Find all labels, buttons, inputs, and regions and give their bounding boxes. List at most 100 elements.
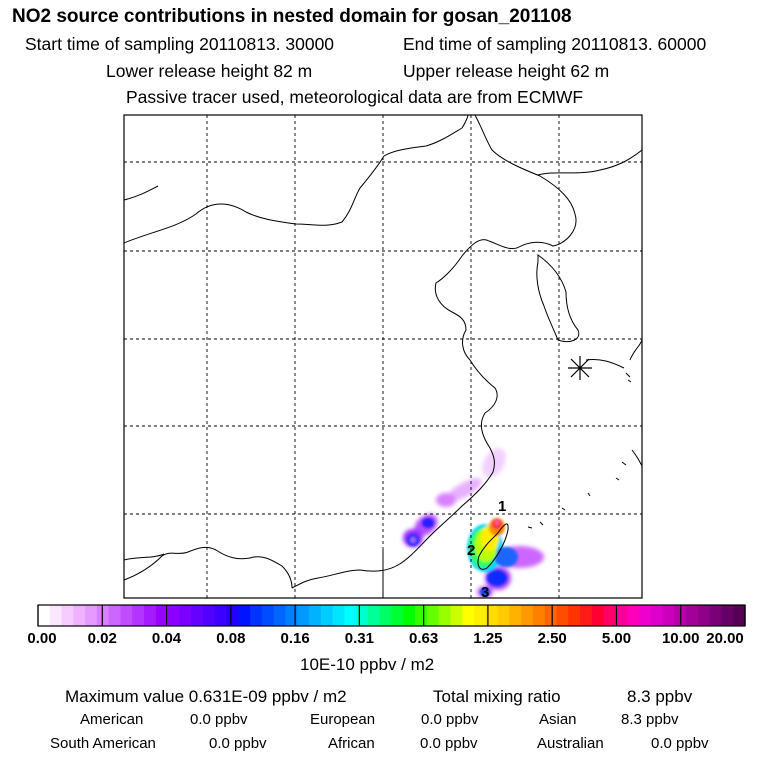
- colorbar-cell: [426, 605, 440, 626]
- colorbar-ticks: [37, 605, 746, 626]
- region-south-american-name: South American: [50, 735, 156, 752]
- colorbar-cell: [356, 605, 369, 626]
- colorbar-cell: [344, 605, 357, 626]
- tracer-info-label: Passive tracer used, meteorological data…: [126, 87, 584, 107]
- colorbar-cell: [285, 605, 298, 626]
- lower-height-label: Lower release height 82 m: [106, 61, 313, 81]
- region-european-value: 0.0 ppbv: [421, 711, 479, 728]
- region-australian-name: Australian: [537, 735, 604, 752]
- colorbar-cell: [379, 605, 393, 626]
- region-asian-name: Asian: [539, 711, 577, 728]
- receptor-asterisk-icon: [568, 356, 592, 380]
- colorbar-cell: [332, 605, 345, 626]
- colorbar-label: 2.50: [537, 630, 567, 647]
- colorbar-label: 0.16: [280, 630, 310, 647]
- colorbar-cell: [556, 605, 569, 626]
- colorbar-cell: [438, 605, 452, 626]
- max-value-label: Maximum value 0.631E-09 ppbv / m2: [65, 687, 347, 706]
- plot-title: NO2 source contributions in nested domai…: [12, 6, 572, 27]
- region-australian-value: 0.0 ppbv: [651, 735, 709, 752]
- colorbar-cell: [532, 605, 546, 626]
- colorbar-cell: [603, 605, 616, 626]
- colorbar-label: 1.25: [473, 630, 503, 647]
- colorbar-cell: [226, 605, 239, 626]
- map-frame: [123, 114, 643, 599]
- colorbar-label: 5.00: [601, 630, 632, 647]
- colorbar-label: 0.08: [216, 630, 246, 647]
- start-time-label: Start time of sampling 20110813. 30000: [25, 34, 335, 54]
- colorbar-cell: [49, 605, 63, 626]
- colorbar-cell: [391, 605, 404, 626]
- coastlines: [124, 115, 642, 598]
- colorbar-cell: [167, 605, 180, 626]
- colorbar-cell: [250, 605, 263, 626]
- colorbar-cell: [591, 605, 605, 626]
- colorbar-cell: [497, 605, 510, 626]
- colorbar-cell: [462, 605, 475, 626]
- region-asian-value: 8.3 ppbv: [621, 711, 679, 728]
- region-south-american-value: 0.0 ppbv: [209, 735, 267, 752]
- colorbar-cell: [61, 605, 74, 626]
- colorbar-cell: [709, 605, 723, 626]
- colorbar-cell: [450, 605, 463, 626]
- source-label-2: 2: [467, 542, 475, 559]
- colorbar-cell: [697, 605, 711, 626]
- colorbar-cell: [627, 605, 640, 626]
- total-mixing-label: Total mixing ratio: [433, 687, 561, 706]
- colorbar-label: 0.04: [151, 630, 182, 647]
- upper-height-label: Upper release height 62 m: [403, 61, 610, 81]
- colorbar-cell: [415, 605, 428, 626]
- region-european-name: European: [310, 711, 376, 728]
- region-african-value: 0.0 ppbv: [420, 735, 478, 752]
- colorbar-cell: [309, 605, 322, 626]
- colorbar-cell: [202, 605, 216, 626]
- source-label-3: 3: [481, 584, 489, 601]
- colorbar-label: 0.02: [87, 630, 117, 647]
- colorbar-cell: [238, 605, 251, 626]
- colorbar-cell: [214, 605, 228, 626]
- colorbar-cell: [85, 605, 98, 626]
- map-area: [124, 115, 642, 598]
- colorbar-cell: [686, 605, 699, 626]
- colorbar-cell: [155, 605, 169, 626]
- colorbar-cell: [485, 605, 499, 626]
- colorbar-label: 0.00: [27, 630, 57, 647]
- source-label-1: 1: [498, 498, 506, 515]
- colorbar-cell: [521, 605, 534, 626]
- colorbar-cell: [144, 605, 157, 626]
- colorbar-label: 0.63: [409, 630, 439, 647]
- graticule: [124, 115, 642, 598]
- colorbar-cell: [273, 605, 287, 626]
- colorbar-cell: [650, 605, 664, 626]
- colorbar-cell: [721, 605, 734, 626]
- region-american-value: 0.0 ppbv: [190, 711, 248, 728]
- colorbar-cell: [367, 605, 381, 626]
- colorbar-cell: [297, 605, 310, 626]
- colorbar-cell: [638, 605, 652, 626]
- colorbar-cell: [179, 605, 192, 626]
- colorbar-cell: [733, 605, 746, 626]
- colorbar-cell: [38, 605, 51, 626]
- colorbar-cell: [73, 605, 86, 626]
- concentration-field: [403, 448, 544, 598]
- colorbar-cell: [544, 605, 558, 626]
- colorbar-cell: [615, 605, 628, 626]
- colorbar-cell: [662, 605, 675, 626]
- end-time-label: End time of sampling 20110813. 60000: [403, 34, 707, 54]
- colorbar-label: 0.31: [344, 630, 374, 647]
- colorbar-cell: [261, 605, 275, 626]
- colorbar-units: 10E-10 ppbv / m2: [300, 655, 435, 674]
- colorbar-cell: [509, 605, 522, 626]
- colorbar-cell: [473, 605, 487, 626]
- colorbar-cell: [120, 605, 133, 626]
- colorbar-cell: [96, 605, 110, 626]
- region-american-name: American: [80, 711, 144, 728]
- colorbar-cell: [568, 605, 581, 626]
- colorbar-label: 20.00: [706, 630, 744, 647]
- colorbar-cell: [191, 605, 204, 626]
- colorbar-label: 10.00: [661, 630, 700, 647]
- colorbar-cell: [108, 605, 122, 626]
- colorbar-cell: [320, 605, 334, 626]
- colorbar-cell: [403, 605, 416, 626]
